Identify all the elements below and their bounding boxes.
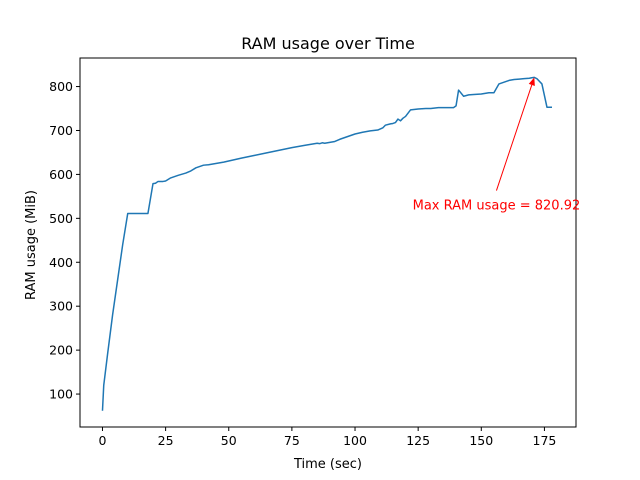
plot-area <box>101 76 553 411</box>
y-tick-label: 200 <box>49 343 73 358</box>
y-tick-label: 600 <box>49 167 73 182</box>
x-tick-label: 0 <box>99 433 107 448</box>
series-line <box>101 76 553 411</box>
x-tick-label: 25 <box>158 433 174 448</box>
annotation-label: Max RAM usage = 820.92 <box>413 199 581 214</box>
y-axis-label: RAM usage (MiB) <box>24 190 39 300</box>
y-tick-label: 400 <box>49 255 73 270</box>
plot-frame <box>79 57 577 428</box>
x-tick-label: 75 <box>284 433 300 448</box>
x-tick-label: 50 <box>221 433 237 448</box>
annotation: Max RAM usage = 820.92 <box>413 77 581 214</box>
y-tick-label: 800 <box>49 79 73 94</box>
annotation-arrow <box>495 84 533 191</box>
chart-title: RAM usage over Time <box>241 34 415 53</box>
x-tick-label: 125 <box>406 433 430 448</box>
x-tick-label: 150 <box>469 433 493 448</box>
y-tick-label: 500 <box>49 211 73 226</box>
x-tick-label: 175 <box>533 433 557 448</box>
axis-ticks: 0 25 50 75 100 125 150 175 100 200 300 400 500 600 700… <box>49 79 556 448</box>
y-tick-label: 300 <box>49 299 73 314</box>
y-tick-label: 700 <box>49 123 73 138</box>
x-tick-label: 100 <box>343 433 367 448</box>
x-axis-label: Time (sec) <box>293 457 362 472</box>
y-tick-label: 100 <box>49 387 73 402</box>
annotation-arrowhead <box>528 77 535 86</box>
